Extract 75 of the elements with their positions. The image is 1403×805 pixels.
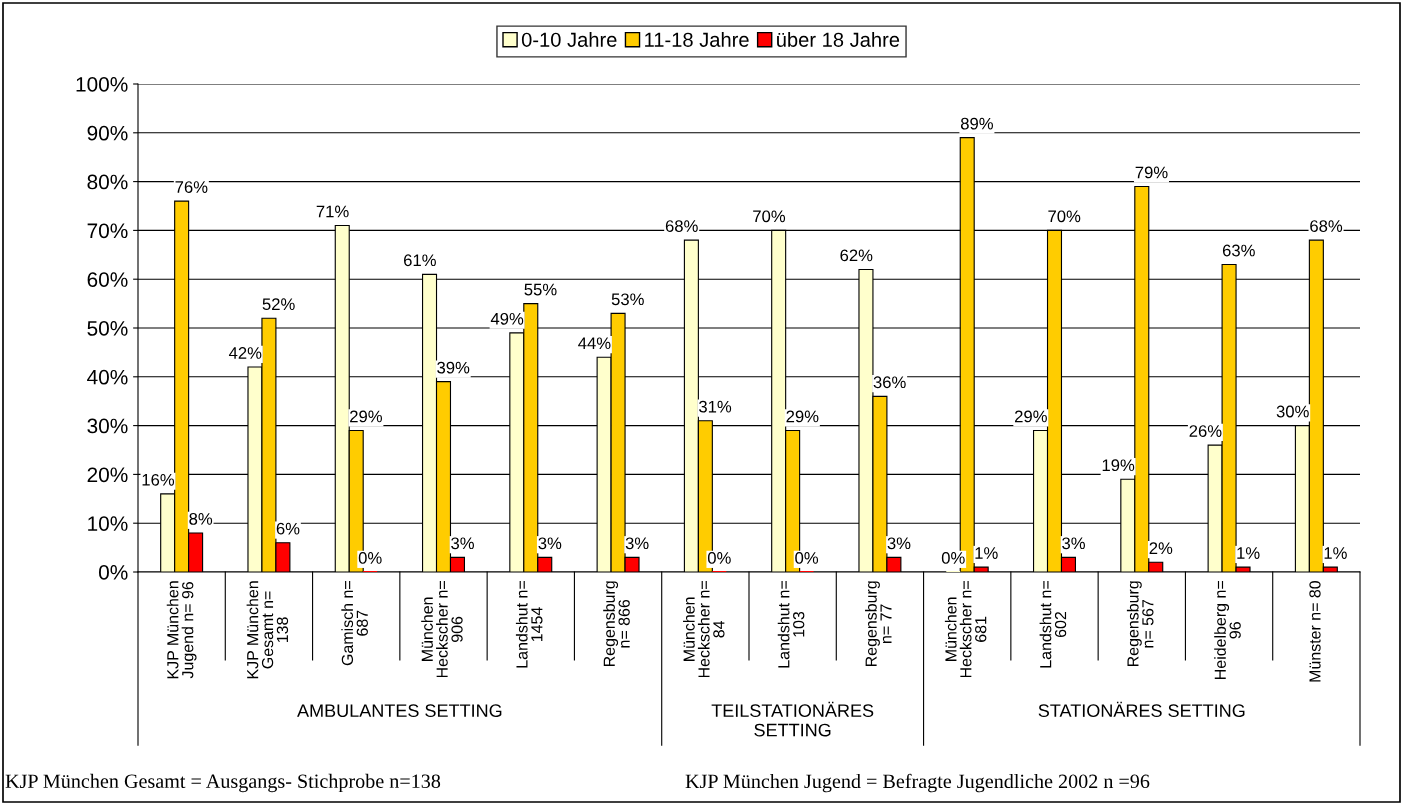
x-tick-label: KJP München Jugend n= 96 <box>166 581 197 679</box>
data-label: 79% <box>1135 166 1168 179</box>
data-label: 26% <box>1189 425 1222 437</box>
text: AMBULANTES SETTING <box>297 704 502 718</box>
data-label: 1% <box>1237 547 1260 559</box>
legend-label: 11-18 Jahre <box>645 32 749 47</box>
data-label: 30% <box>1276 405 1309 418</box>
data-label: 55% <box>524 283 557 296</box>
data-label: 68% <box>665 220 698 232</box>
data-label: 49% <box>490 312 524 325</box>
x-tick-label: Münster n= 80 <box>1309 580 1321 682</box>
data-label: 29% <box>350 410 382 423</box>
x-tick-label: München Heckscher n= 681 <box>944 581 987 678</box>
data-label: 16% <box>142 473 175 486</box>
data-label: 1% <box>975 547 998 559</box>
y-tick-label: 40% <box>87 369 128 385</box>
data-label: 2% <box>1149 542 1173 554</box>
data-label: 42% <box>228 347 262 359</box>
y-tick-label: 70% <box>87 223 128 239</box>
x-tick-label: Gamisch n= 687 <box>341 581 368 666</box>
data-label: 31% <box>699 400 732 413</box>
data-label: 44% <box>578 337 611 350</box>
x-tick-label: Regensburg n= 567 <box>1126 581 1154 667</box>
data-label: 71% <box>316 205 349 218</box>
x-tick-label: Regensburg n= 77 <box>865 581 892 667</box>
data-label: 19% <box>1102 459 1135 472</box>
data-label: 53% <box>611 293 644 306</box>
data-label: 3% <box>451 537 474 550</box>
data-label: 63% <box>1222 244 1255 257</box>
y-tick-label: 60% <box>87 272 128 287</box>
data-label: 0% <box>941 552 965 564</box>
data-label: 3% <box>538 537 562 550</box>
data-label: 61% <box>404 254 436 267</box>
y-tick-label: 10% <box>88 516 128 531</box>
data-label: 8% <box>189 512 213 525</box>
data-label: 36% <box>873 376 906 389</box>
data-label: 0% <box>358 552 382 564</box>
data-label: 70% <box>753 210 786 223</box>
x-tick-label: Regensburg n= 866 <box>603 581 630 667</box>
data-label: 6% <box>276 522 300 535</box>
data-label: 3% <box>625 537 649 550</box>
x-tick-label: KJP München Gesamt n= 138 <box>246 581 289 679</box>
data-label: 39% <box>437 361 470 374</box>
data-label: 0% <box>795 552 819 564</box>
x-tick-label: München Heckscher n= 906 <box>421 581 463 678</box>
data-label: 3% <box>887 537 911 550</box>
data-label: 89% <box>960 117 993 130</box>
text: TEILSTATIONÄRES SETTING <box>711 701 874 737</box>
data-label: 68% <box>1310 220 1343 232</box>
y-tick-label: 100% <box>76 77 128 92</box>
y-tick-label: 80% <box>87 174 128 190</box>
y-tick-label: 20% <box>87 467 128 483</box>
text: KJP München Gesamt = Ausgangs- Stichprobe n=138 <box>5 773 441 793</box>
x-tick-label: München Heckscher n= 84 <box>683 581 725 678</box>
y-tick-label: 90% <box>87 125 128 141</box>
text: KJP München Jugend = Befragte Jugendliche 2002 n =96 <box>685 773 1150 793</box>
x-tick-label: Landshut n= 602 <box>1039 581 1067 668</box>
y-tick-label: 30% <box>87 418 128 434</box>
data-label: 3% <box>1062 537 1085 550</box>
legend-label: 0-10 Jahre <box>521 32 617 47</box>
y-tick-label: 0% <box>98 565 128 580</box>
data-label: 76% <box>175 181 208 193</box>
y-tick-label: 50% <box>87 321 128 336</box>
x-tick-label: Heidelberg n= 96 <box>1214 581 1241 679</box>
data-label: 52% <box>262 298 295 311</box>
data-label: 62% <box>840 249 873 262</box>
data-label: 29% <box>786 410 819 423</box>
data-label: 0% <box>707 552 731 564</box>
legend-label: über 18 Jahre <box>777 32 900 47</box>
x-tick-label: Landshut n= 1454 <box>515 581 543 668</box>
data-label: 70% <box>1048 210 1081 223</box>
data-label: 29% <box>1015 410 1047 423</box>
x-tick-label: Landshut n= 103 <box>777 581 805 668</box>
data-label: 1% <box>1324 547 1347 559</box>
text: STATIONÄRES SETTING <box>1038 701 1245 718</box>
